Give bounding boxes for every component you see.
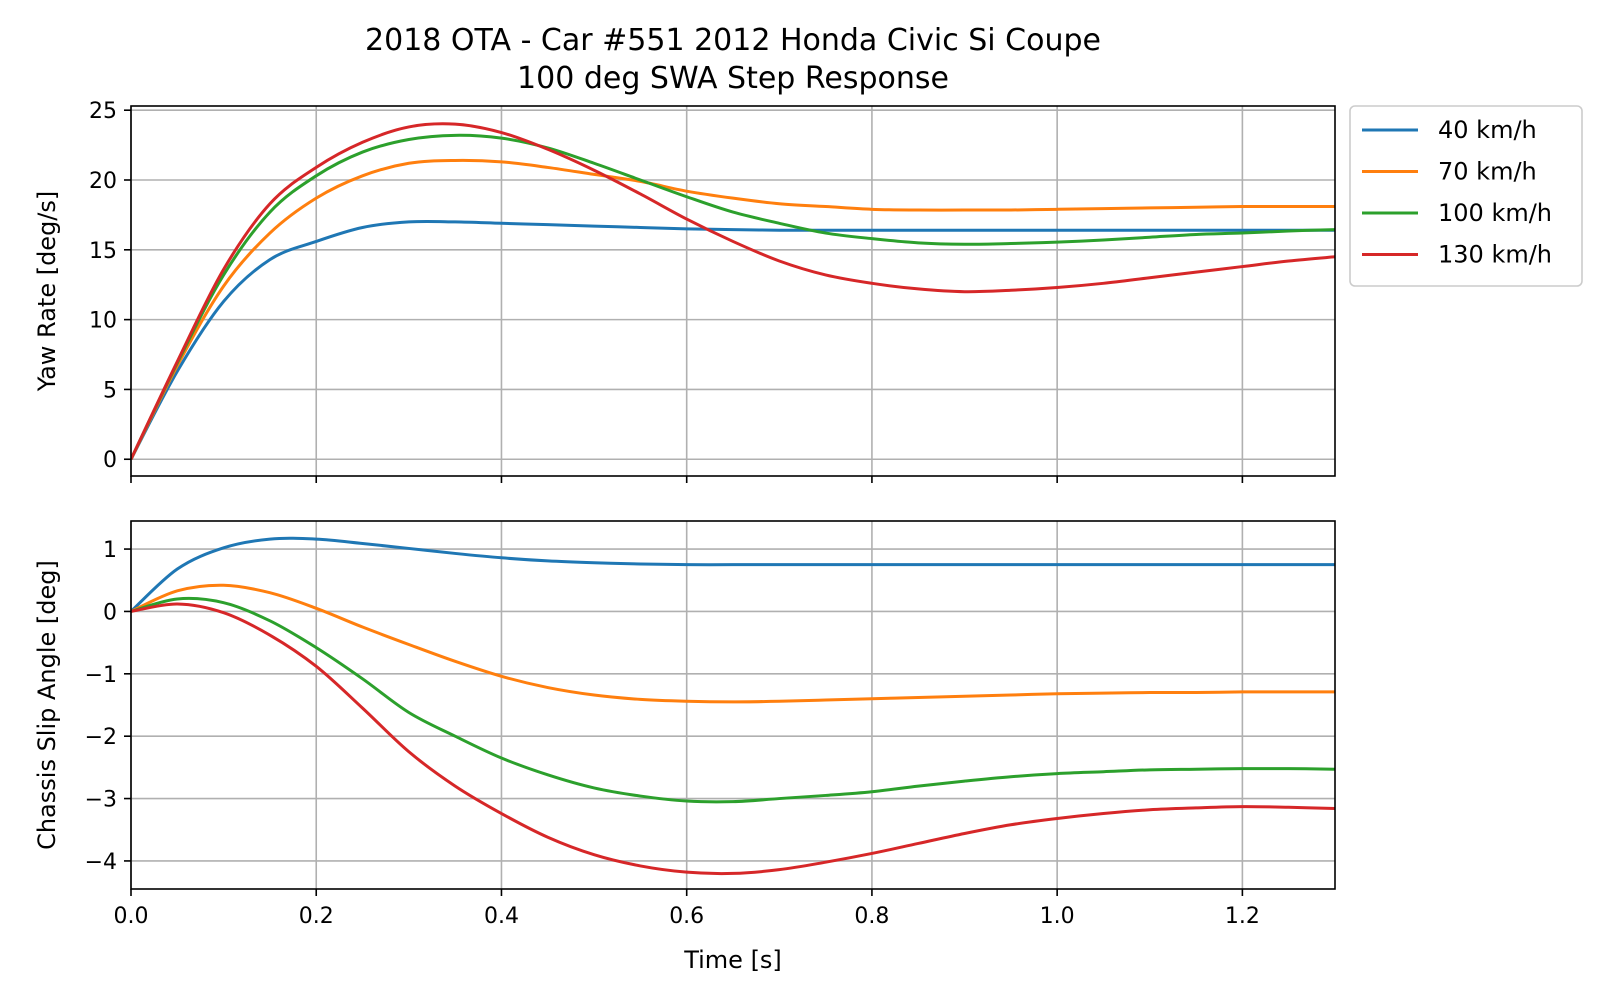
x-tick-label: 0.2: [299, 904, 334, 929]
yaw-rate-y-axis-label: Yaw Rate [deg/s]: [33, 191, 61, 393]
yaw-rate-axes-frame: [130, 105, 1336, 477]
yaw-rate-y-tick-label: 20: [89, 169, 117, 194]
x-tick-label: 1.0: [1040, 904, 1075, 929]
yaw-rate-line-40-km-h: [131, 219, 1335, 460]
legend-label-130-km-h: 130 km/h: [1438, 241, 1552, 269]
x-tick-label: 0.4: [484, 904, 519, 929]
chart-title: 2018 OTA - Car #551 2012 Honda Civic Si …: [365, 23, 1101, 58]
yaw-rate-y-tick-label: 25: [89, 99, 117, 124]
slip-angle-series-group: [131, 536, 1335, 876]
slip-angle-line-40-km-h: [131, 536, 1335, 613]
yaw-rate-line-100-km-h: [131, 133, 1335, 460]
slip-angle-panel: 0.0 0.2 0.4 0.6 0.8 1.0 1.2 1 0 −1 −2 −3 −4 Chassis S…: [33, 520, 1336, 929]
yaw-rate-y-tick-label: 0: [103, 448, 117, 473]
slip-angle-y-tick-label: 1: [103, 538, 117, 563]
slip-angle-line-70-km-h: [131, 583, 1335, 704]
x-tick-label: 0.0: [114, 904, 149, 929]
slip-angle-line-100-km-h: [131, 596, 1335, 804]
chart-subtitle: 100 deg SWA Step Response: [517, 61, 949, 96]
legend-label-70-km-h: 70 km/h: [1438, 158, 1537, 186]
yaw-rate-line-70-km-h: [131, 158, 1335, 460]
slip-angle-y-tick-label: −3: [85, 788, 117, 813]
slip-angle-line-130-km-h: [131, 602, 1335, 876]
slip-angle-y-tick-label: 0: [103, 600, 117, 625]
slip-angle-axes-frame: [130, 520, 1336, 890]
yaw-rate-line-130-km-h: [131, 122, 1335, 460]
legend-label-100-km-h: 100 km/h: [1438, 199, 1552, 227]
legend: 40 km/h 70 km/h 100 km/h 130 km/h: [1349, 105, 1583, 287]
x-tick-label: 0.6: [669, 904, 704, 929]
x-tick-label: 0.8: [854, 904, 889, 929]
yaw-rate-y-tick-label: 5: [103, 378, 117, 403]
yaw-rate-y-tick-label: 15: [89, 239, 117, 264]
legend-label-40-km-h: 40 km/h: [1438, 116, 1537, 144]
slip-angle-y-tick-label: −1: [85, 663, 117, 688]
x-tick-label: 1.2: [1225, 904, 1260, 929]
x-axis-label: Time [s]: [683, 946, 782, 974]
slip-angle-y-tick-label: −2: [85, 725, 117, 750]
yaw-rate-panel: 0 5 10 15 20 25 Yaw Rate [deg/s]: [33, 99, 1336, 483]
yaw-rate-y-tick-label: 10: [89, 309, 117, 334]
legend-box: [1349, 105, 1583, 287]
slip-angle-y-tick-label: −4: [85, 850, 117, 875]
yaw-rate-series-group: [131, 122, 1335, 460]
slip-angle-y-axis-label: Chassis Slip Angle [deg]: [33, 560, 61, 850]
